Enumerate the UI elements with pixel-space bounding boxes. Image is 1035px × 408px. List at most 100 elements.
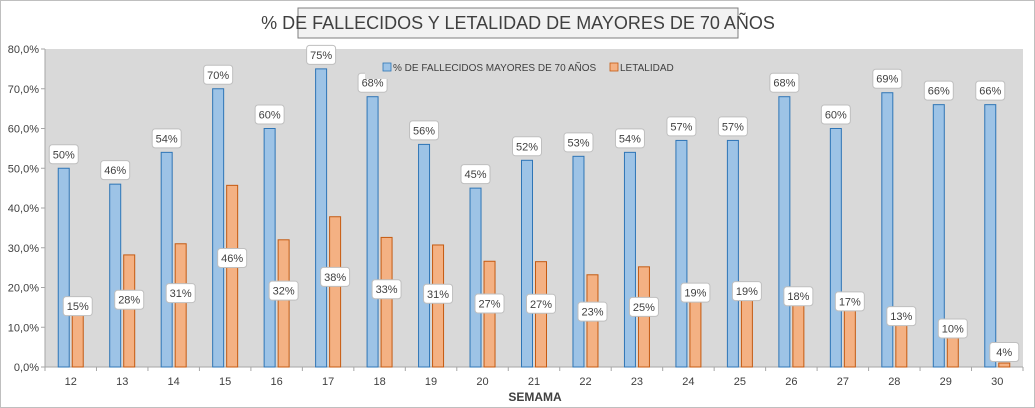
x-tick-label: 25: [734, 376, 746, 388]
data-label-box: [62, 296, 93, 317]
bar-series-1-17: [315, 68, 328, 368]
data-label-text: 57%: [670, 121, 692, 133]
data-label-box: [217, 248, 248, 269]
data-label-text: 54%: [619, 133, 641, 145]
data-label-text: 27%: [530, 299, 552, 311]
data-label-series-1-26: 68%: [769, 72, 800, 93]
data-label-box: [717, 116, 748, 137]
data-label-text: 33%: [376, 284, 398, 296]
data-label-box: [100, 160, 131, 181]
data-label-series-2-25: 19%: [731, 281, 762, 302]
bar-series-2-17: [329, 216, 342, 368]
data-label-series-2-14: 31%: [165, 283, 196, 304]
data-label-series-1-28: 69%: [872, 68, 903, 89]
bars: [57, 68, 1011, 368]
data-label-text: 54%: [156, 133, 178, 145]
data-label-text: 23%: [581, 307, 603, 319]
data-label-box: [886, 306, 917, 327]
data-label-series-2-18: 33%: [371, 279, 402, 300]
data-label-box: [423, 283, 454, 304]
data-label-text: 60%: [259, 110, 281, 122]
data-label-text: 46%: [104, 165, 126, 177]
data-label-box: [268, 280, 299, 301]
data-label-series-1-21: 52%: [512, 136, 542, 157]
data-label-text: 66%: [928, 86, 950, 98]
bar-series-1-24: [675, 139, 688, 368]
data-label-box: [834, 291, 865, 312]
bar-series-1-18: [366, 96, 379, 368]
y-tick-label: 50,0%: [8, 163, 39, 175]
data-label-series-2-30: 4%: [989, 342, 1020, 362]
legend-box: [365, 55, 687, 79]
data-label-text: 27%: [479, 299, 501, 311]
chart-title-box: [297, 7, 739, 39]
data-label-series-1-13: 46%: [100, 160, 131, 181]
data-label-box: [628, 296, 659, 317]
data-label-series-1-14: 54%: [151, 128, 182, 149]
bar-series-1-27: [829, 128, 842, 368]
legend-label-series-2: LETALIDAD: [620, 63, 674, 74]
data-label-series-1-25: 57%: [717, 116, 748, 137]
data-labels: 50% 46% 54% 70% 60% 75% 68% 56% 45% 52% 53% 54% 57% 5…: [48, 44, 1020, 362]
data-label-text: 68%: [362, 78, 384, 90]
legend-label-series-1: % DE FALLECIDOS MAYORES DE 70 AÑOS: [393, 61, 597, 74]
data-label-text: 25%: [633, 302, 655, 314]
data-label-box: [783, 286, 814, 307]
data-label-series-1-12: 50%: [48, 144, 79, 165]
data-label-text: 18%: [787, 291, 809, 303]
data-label-box: [769, 72, 800, 93]
bar-series-1-13: [109, 183, 122, 368]
data-label-series-1-22: 53%: [563, 132, 594, 153]
data-label-text: 50%: [53, 149, 75, 161]
data-label-series-1-20: 45%: [460, 164, 491, 185]
x-tick-label: 17: [322, 376, 334, 388]
data-label-text: 57%: [722, 121, 744, 133]
data-label-text: 70%: [207, 70, 229, 82]
y-tick-label: 20,0%: [8, 283, 39, 295]
x-tick-label: 16: [271, 376, 283, 388]
data-label-text: 56%: [413, 125, 435, 137]
data-label-text: 45%: [465, 169, 487, 181]
bar-series-2-23: [637, 266, 650, 368]
data-label-series-1-15: 70%: [203, 64, 234, 85]
data-label-box: [320, 266, 351, 287]
data-label-series-2-28: 13%: [886, 306, 917, 327]
bar-series-1-15: [212, 88, 225, 368]
data-label-text: 75%: [310, 50, 332, 62]
bar-series-1-28: [881, 92, 894, 368]
data-label-series-2-13: 28%: [114, 289, 145, 310]
data-label-box: [666, 116, 697, 137]
data-label-box: [577, 301, 608, 322]
data-label-text: 69%: [876, 74, 898, 86]
bar-series-1-23: [623, 151, 636, 368]
x-tick-label: 15: [219, 376, 231, 388]
x-tick-label: 24: [682, 376, 694, 388]
data-label-text: 19%: [736, 286, 758, 298]
bar-series-2-18: [380, 236, 393, 368]
y-tick-label: 80,0%: [8, 44, 39, 56]
data-label-box: [460, 164, 491, 185]
x-tick-label: 29: [940, 376, 952, 388]
data-label-box: [306, 44, 337, 65]
y-tick-label: 60,0%: [8, 124, 39, 136]
x-tick-label: 26: [785, 376, 797, 388]
y-tick-label: 40,0%: [8, 203, 39, 215]
data-label-box: [614, 128, 645, 149]
data-label-box: [731, 281, 762, 302]
data-label-text: 38%: [324, 272, 346, 284]
data-label-text: 46%: [221, 253, 243, 265]
y-tick-label: 0,0%: [14, 362, 39, 374]
chart-title-text: % DE FALLECIDOS Y LETALIDAD DE MAYORES D…: [261, 12, 775, 33]
data-label-text: 68%: [773, 78, 795, 90]
data-label-box: [474, 293, 505, 314]
data-label-series-1-19: 56%: [409, 120, 440, 141]
bar-series-2-16: [277, 239, 290, 368]
x-tick-label: 14: [168, 376, 180, 388]
data-label-text: 31%: [170, 288, 192, 300]
y-tick-label: 30,0%: [8, 243, 39, 255]
bar-series-1-14: [160, 151, 173, 368]
data-label-box: [114, 289, 145, 310]
bar-series-2-15: [226, 184, 239, 368]
data-label-series-2-20: 27%: [474, 293, 505, 314]
